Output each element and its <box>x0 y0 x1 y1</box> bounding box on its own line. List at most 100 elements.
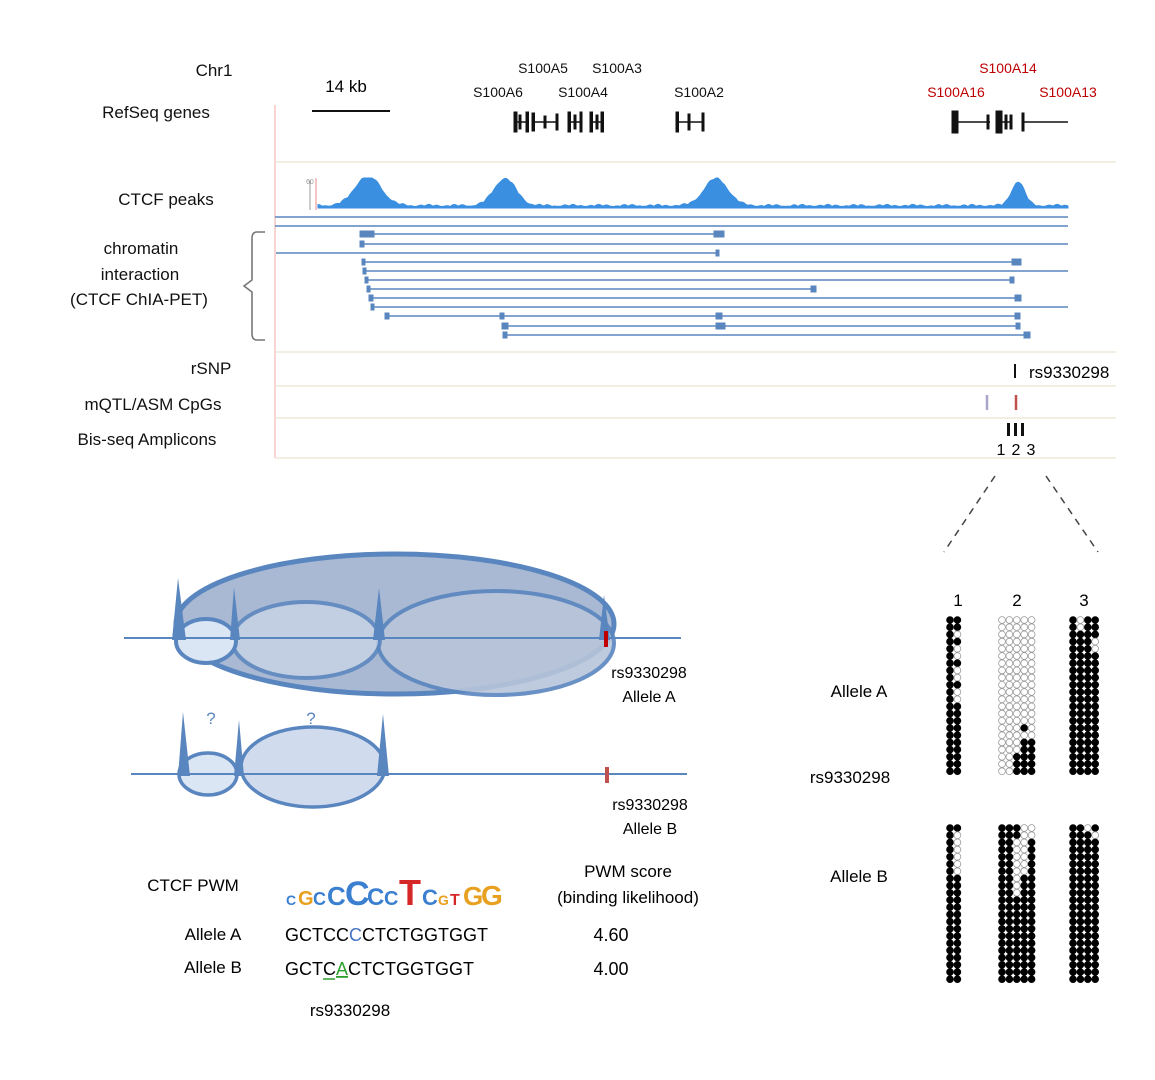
methylated-cpg-dot <box>1027 939 1036 947</box>
methylated-cpg-dot <box>953 932 962 940</box>
unmethylated-cpg-dot <box>998 637 1006 646</box>
methylated-cpg-dot <box>1069 939 1077 947</box>
methylated-cpg-dot <box>946 852 954 861</box>
methylated-cpg-dot <box>1084 860 1092 868</box>
methylated-cpg-dot <box>1069 644 1077 653</box>
methylated-cpg-dot <box>1084 652 1092 660</box>
methylated-cpg-dot <box>1084 666 1092 675</box>
unmethylated-cpg-dot <box>998 731 1006 739</box>
gene-model-s100a6 <box>513 111 529 133</box>
unmethylated-cpg-dot <box>1027 666 1036 675</box>
methylated-cpg-dot <box>1076 975 1085 983</box>
methylated-cpg-dot <box>1091 946 1099 955</box>
methylated-cpg-dot <box>1005 896 1014 904</box>
methylated-cpg-dot <box>1069 666 1077 675</box>
methylated-cpg-dot <box>1027 946 1036 955</box>
methylated-cpg-dot <box>946 630 954 639</box>
methylated-cpg-dot <box>1084 716 1092 725</box>
methylated-cpg-dot <box>1076 630 1085 639</box>
unmethylated-cpg-dot <box>1012 673 1021 682</box>
methylated-cpg-dot <box>1084 939 1092 947</box>
unmethylated-cpg-dot <box>1012 716 1021 725</box>
methylated-cpg-dot <box>946 831 954 839</box>
methylated-cpg-dot <box>946 845 954 854</box>
unmethylated-cpg-dot <box>1020 867 1028 875</box>
methylated-cpg-dot <box>953 637 962 646</box>
methylated-cpg-dot <box>953 680 962 689</box>
methylated-cpg-dot <box>1020 910 1028 919</box>
pwm-logo-letter: C <box>384 888 398 910</box>
methylated-cpg-dot <box>946 637 954 646</box>
unmethylated-cpg-dot <box>1012 845 1021 854</box>
methylated-cpg-dot <box>1027 738 1036 747</box>
unmethylated-cpg-dot <box>1005 738 1014 747</box>
methylated-cpg-dot <box>1091 896 1099 904</box>
meth-col-2: 2 <box>1012 591 1021 610</box>
methylated-cpg-dot <box>1005 960 1014 969</box>
methylated-cpg-dot <box>1091 752 1099 761</box>
methylated-cpg-dot <box>1027 968 1036 976</box>
methylated-cpg-dot <box>998 917 1006 926</box>
pwm-logo-letter: C <box>313 889 326 909</box>
unmethylated-cpg-dot <box>998 752 1006 761</box>
methylated-cpg-dot <box>1091 881 1099 890</box>
methylated-cpg-dot <box>1012 903 1021 911</box>
methylated-cpg-dot <box>1069 845 1077 854</box>
methylated-cpg-dot <box>946 903 954 911</box>
methylated-cpg-dot <box>1069 860 1077 868</box>
unmethylated-cpg-dot <box>998 680 1006 689</box>
methylation-dot-panel <box>946 616 1099 983</box>
methylated-cpg-dot <box>1020 752 1028 761</box>
unmethylated-cpg-dot <box>1020 637 1028 646</box>
methylated-cpg-dot <box>1069 695 1077 703</box>
ctcf-peak-track: 60 <box>306 177 1069 210</box>
methylated-cpg-dot <box>1012 917 1021 926</box>
unmethylated-cpg-dot <box>1091 644 1099 653</box>
methylated-cpg-dot <box>1069 680 1077 689</box>
unmethylated-cpg-dot <box>1012 644 1021 653</box>
methylated-cpg-dot <box>1005 874 1014 883</box>
methylated-cpg-dot <box>953 724 962 732</box>
unmethylated-cpg-dot <box>1005 616 1014 624</box>
methylated-cpg-dot <box>1084 695 1092 703</box>
scale-label: 14 kb <box>325 77 367 96</box>
methylated-cpg-dot <box>1069 745 1077 754</box>
methylated-cpg-dot <box>1076 731 1085 739</box>
methylated-cpg-dot <box>1027 745 1036 754</box>
unmethylated-cpg-dot <box>1020 616 1028 624</box>
unmethylated-cpg-dot <box>1012 860 1021 868</box>
pwm-logo-letter: C <box>327 881 346 911</box>
gene-label-s100a16: S100A16 <box>927 84 985 100</box>
methylated-cpg-dot <box>1005 946 1014 955</box>
methylated-cpg-dot <box>1027 903 1036 911</box>
methylated-cpg-dot <box>1005 939 1014 947</box>
unmethylated-cpg-dot <box>1020 716 1028 725</box>
unmethylated-cpg-dot <box>1012 695 1021 703</box>
unmethylated-cpg-dot <box>953 666 962 675</box>
methylated-cpg-dot <box>953 939 962 947</box>
rsnp-label: rs9330298 <box>1029 363 1109 382</box>
unmethylated-cpg-dot <box>1012 852 1021 861</box>
unmethylated-cpg-dot <box>1005 702 1014 711</box>
methylated-cpg-dot <box>1027 852 1036 861</box>
unmethylated-cpg-dot <box>998 616 1006 624</box>
methylated-cpg-dot <box>1084 953 1092 962</box>
methylated-cpg-dot <box>1084 630 1092 639</box>
methylated-cpg-dot <box>1012 896 1021 904</box>
gene-models <box>513 110 1068 134</box>
methylated-cpg-dot <box>1091 738 1099 747</box>
unmethylated-cpg-dot <box>1020 860 1028 868</box>
unmethylated-cpg-dot <box>1005 752 1014 761</box>
pwm-logo-letter: G <box>463 881 483 911</box>
methylated-cpg-dot <box>1076 745 1085 754</box>
methylated-cpg-dot <box>1084 659 1092 667</box>
methylated-cpg-dot <box>1012 910 1021 919</box>
methylated-cpg-dot <box>1091 867 1099 875</box>
methylated-cpg-dot <box>1005 888 1014 897</box>
methylated-cpg-dot <box>1027 924 1036 933</box>
methylated-cpg-dot <box>1027 874 1036 883</box>
methylated-cpg-dot <box>1084 767 1092 775</box>
methylated-cpg-dot <box>1012 946 1021 955</box>
unmethylated-cpg-dot <box>953 867 962 875</box>
unmethylated-cpg-dot <box>1084 824 1092 832</box>
